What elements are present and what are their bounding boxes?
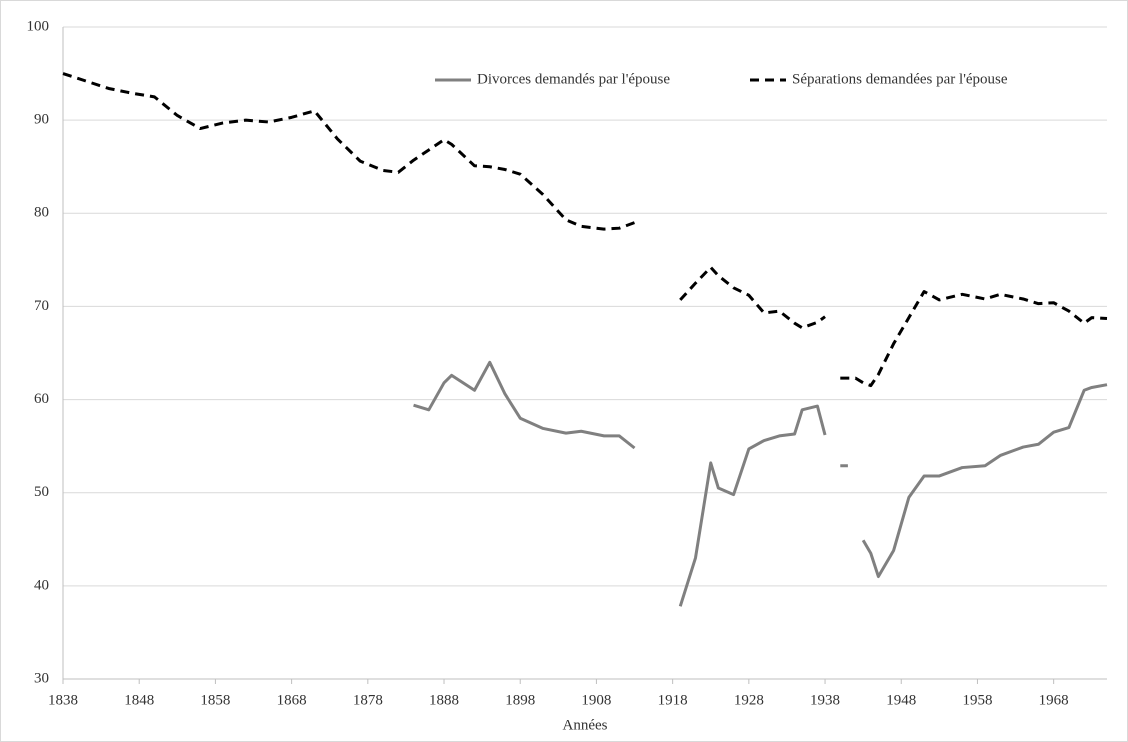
y-tick-label: 50 (34, 484, 49, 500)
x-tick-label: 1888 (429, 692, 459, 708)
x-tick-label: 1918 (658, 692, 688, 708)
x-tick-label: 1938 (810, 692, 840, 708)
x-tick-label: 1898 (505, 692, 535, 708)
x-tick-label: 1838 (48, 692, 78, 708)
y-tick-label: 30 (34, 670, 49, 686)
x-tick-label: 1958 (962, 692, 992, 708)
series-line (413, 360, 1108, 607)
series-line (62, 72, 1108, 388)
y-tick-label: 60 (34, 391, 49, 407)
x-tick-label: 1928 (734, 692, 764, 708)
x-tick-label: 1908 (581, 692, 611, 708)
x-tick-label: 1858 (200, 692, 230, 708)
x-axis-label: Années (563, 717, 608, 733)
x-tick-label: 1878 (353, 692, 383, 708)
x-tick-label: 1968 (1039, 692, 1069, 708)
x-tick-label: 1868 (277, 692, 307, 708)
y-tick-label: 100 (27, 18, 50, 34)
x-tick-label: 1948 (886, 692, 916, 708)
x-tick-label: 1848 (124, 692, 154, 708)
y-tick-label: 70 (34, 298, 49, 314)
legend-label: Divorces demandés par l'épouse (477, 71, 670, 87)
y-tick-label: 40 (34, 577, 49, 593)
legend-label: Séparations demandées par l'épouse (792, 71, 1008, 87)
y-tick-label: 80 (34, 205, 49, 221)
y-tick-label: 90 (34, 112, 49, 128)
